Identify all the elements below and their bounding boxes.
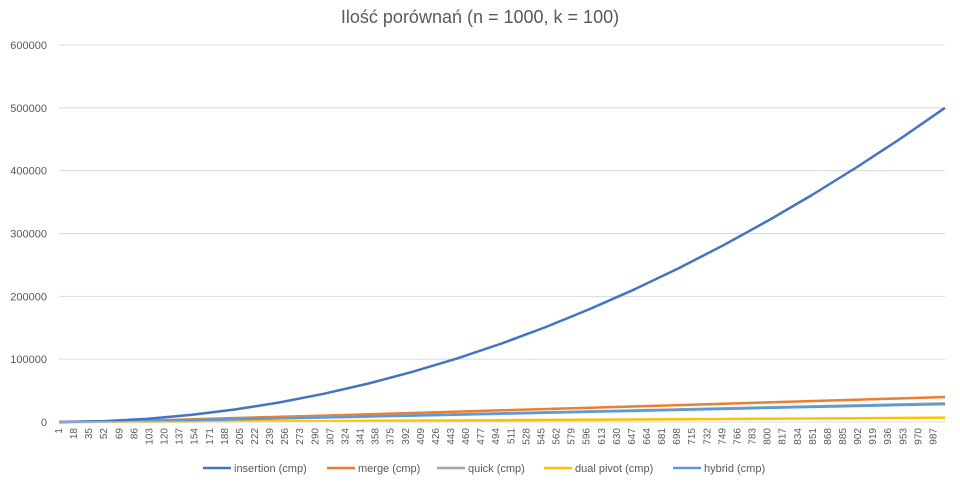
- x-tick-label: 341: [356, 428, 367, 445]
- y-tick-label: 100000: [10, 354, 47, 366]
- x-tick-label: 579: [567, 428, 578, 445]
- y-tick-label: 200000: [10, 291, 47, 303]
- x-tick-label: 834: [793, 428, 804, 445]
- x-tick-label: 273: [295, 428, 306, 445]
- legend-label: merge (cmp): [358, 463, 420, 475]
- x-tick-label: 868: [823, 428, 834, 445]
- x-tick-label: 596: [582, 428, 593, 445]
- x-tick-label: 919: [868, 428, 879, 445]
- x-tick-label: 443: [446, 428, 457, 445]
- y-tick-label: 500000: [10, 103, 47, 115]
- x-tick-label: 902: [853, 428, 864, 445]
- y-axis-ticks: 0 100000 200000 300000 400000 500000 600000: [10, 40, 47, 429]
- x-tick-label: 120: [160, 428, 171, 445]
- x-tick-label: 52: [99, 428, 110, 440]
- x-tick-label: 664: [642, 428, 653, 445]
- series-line: [58, 106, 946, 424]
- x-tick-label: 171: [205, 428, 216, 445]
- gridlines: [59, 44, 945, 360]
- x-axis-ticks: 1 18 35 52 69 86 103 120 137 154 171 188 205 222 239 25…: [54, 428, 939, 445]
- x-tick-label: 1: [54, 428, 65, 434]
- x-tick-label: 460: [461, 428, 472, 445]
- x-tick-label: 715: [687, 428, 698, 445]
- legend-label: dual pivot (cmp): [575, 463, 653, 475]
- x-tick-label: 970: [913, 428, 924, 445]
- legend-label: insertion (cmp): [234, 463, 307, 475]
- x-tick-label: 885: [838, 428, 849, 445]
- x-tick-label: 987: [928, 428, 939, 445]
- x-tick-label: 953: [898, 428, 909, 445]
- x-tick-label: 783: [748, 428, 759, 445]
- x-tick-label: 528: [521, 428, 532, 445]
- y-tick-label: 400000: [10, 166, 47, 178]
- series-lines: [58, 106, 946, 424]
- x-tick-label: 18: [69, 428, 80, 440]
- x-tick-label: 324: [340, 428, 351, 445]
- x-tick-label: 86: [129, 428, 140, 440]
- x-tick-label: 545: [536, 428, 547, 445]
- legend-label: quick (cmp): [468, 463, 525, 475]
- x-tick-label: 426: [431, 428, 442, 445]
- y-tick-label: 600000: [10, 40, 47, 52]
- x-tick-label: 511: [506, 428, 517, 444]
- x-tick-label: 647: [627, 428, 638, 445]
- chart-title: Ilość porównań (n = 1000, k = 100): [341, 7, 619, 27]
- x-tick-label: 205: [235, 428, 246, 445]
- x-tick-label: 35: [84, 428, 95, 440]
- x-tick-label: 477: [476, 428, 487, 445]
- x-tick-label: 817: [778, 428, 789, 445]
- x-tick-label: 800: [763, 428, 774, 445]
- x-tick-label: 851: [808, 428, 819, 445]
- x-tick-label: 409: [416, 428, 427, 445]
- x-tick-label: 188: [220, 428, 231, 445]
- x-tick-label: 698: [672, 428, 683, 445]
- x-tick-label: 239: [265, 428, 276, 445]
- x-tick-label: 732: [702, 428, 713, 445]
- series-line: [58, 402, 946, 424]
- x-tick-label: 392: [401, 428, 412, 445]
- x-tick-label: 749: [717, 428, 728, 445]
- x-tick-label: 375: [386, 428, 397, 445]
- x-tick-label: 562: [552, 428, 563, 445]
- x-tick-label: 154: [190, 428, 201, 445]
- x-tick-label: 766: [732, 428, 743, 445]
- x-tick-label: 69: [114, 428, 125, 440]
- x-tick-label: 630: [612, 428, 623, 445]
- x-tick-label: 103: [144, 428, 155, 445]
- x-tick-label: 256: [280, 428, 291, 445]
- x-tick-label: 681: [657, 428, 668, 445]
- x-tick-label: 494: [491, 428, 502, 445]
- x-tick-label: 613: [597, 428, 608, 445]
- legend-label: hybrid (cmp): [704, 463, 765, 475]
- x-tick-label: 137: [175, 428, 186, 445]
- y-tick-label: 0: [41, 417, 47, 429]
- x-tick-label: 936: [883, 428, 894, 445]
- x-tick-label: 222: [250, 428, 261, 445]
- x-tick-label: 307: [325, 428, 336, 445]
- y-tick-label: 300000: [10, 229, 47, 241]
- x-tick-label: 290: [310, 428, 321, 445]
- x-tick-label: 358: [371, 428, 382, 445]
- legend: insertion (cmp) merge (cmp) quick (cmp) dua…: [203, 463, 765, 475]
